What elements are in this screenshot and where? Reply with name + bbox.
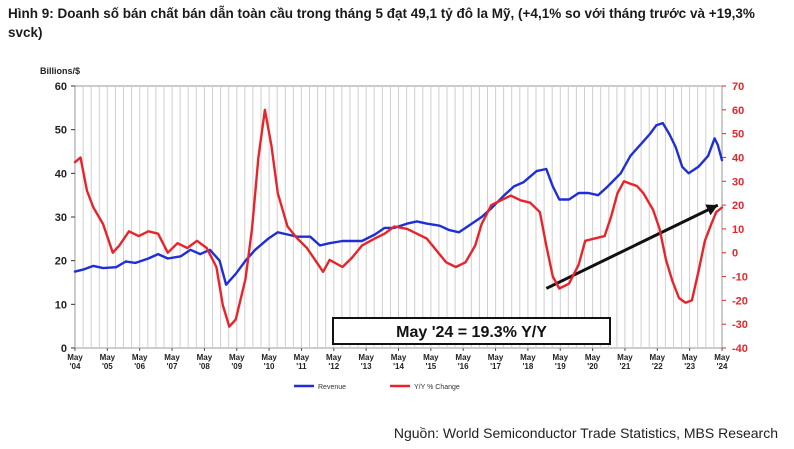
x-tick-label-month: May [100,353,116,362]
x-tick-label-month: May [326,353,342,362]
right-tick-label: 20 [732,200,744,212]
left-tick-label: 30 [55,212,67,224]
right-tick-label: -30 [732,319,748,331]
caption-lead: Hình 9: [8,6,54,21]
x-tick-label-year: '05 [102,362,113,371]
vertical-gridlines [82,86,715,348]
x-tick-label-year: '24 [717,362,728,371]
x-tick-label-year: '11 [296,362,307,371]
x-tick-label-year: '10 [264,362,275,371]
x-tick-label-month: May [164,353,180,362]
right-tick-label: 60 [732,105,744,117]
left-tick-label: 40 [55,168,67,180]
x-tick-label-year: '20 [587,362,598,371]
x-tick-label-month: May [294,353,310,362]
left-tick-label: 50 [55,125,67,137]
right-tick-label: -10 [732,272,748,284]
semiconductor-sales-chart: 0 10 20 30 40 50 60 Billions/$ -40 -30 -20 -10 0 10 20… [40,66,748,391]
x-tick-label-year: '15 [425,362,436,371]
x-tick-label-year: '04 [70,362,81,371]
right-tick-label: 30 [732,176,744,188]
x-tick-label-month: May [358,353,374,362]
source-note: Nguồn: World Semiconductor Trade Statist… [393,425,778,441]
caption-text: Doanh số bán chất bán dẫn toàn cầu trong… [8,6,755,40]
left-tick-label: 0 [61,343,67,355]
revenue-series-line [73,121,724,286]
trend-arrow-head [705,204,718,216]
right-tick-label: 0 [732,248,738,260]
figure-caption: Hình 9: Doanh số bán chất bán dẫn toàn c… [8,4,784,42]
left-tick-label: 10 [55,299,67,311]
yoy-change-series-line [73,108,724,328]
annotation-box [332,317,611,345]
x-tick-label-month: May [585,353,601,362]
right-tick-label: 10 [732,224,744,236]
x-tick-label-month: May [67,353,83,362]
x-tick-label-year: '22 [652,362,663,371]
x-tick-label-month: May [423,353,439,362]
x-tick-label-month: May [391,353,407,362]
x-tick-label-month: May [617,353,633,362]
left-tick-label: 60 [55,81,67,93]
x-tick-label-year: '19 [555,362,566,371]
x-tick-label-year: '16 [458,362,469,371]
x-tick-label-year: '09 [231,362,242,371]
right-tick-label: -20 [732,295,748,307]
left-tick-label: 20 [55,256,67,268]
x-tick-label-month: May [552,353,568,362]
x-tick-label-year: '18 [522,362,533,371]
x-tick-label-year: '13 [361,362,372,371]
annotation-text: May '24 = 19.3% Y/Y [396,324,547,341]
x-tick-label-month: May [229,353,245,362]
x-tick-label-year: '06 [134,362,145,371]
x-tick-label-month: May [488,353,504,362]
right-tick-label: -40 [732,343,748,355]
right-tick-label: 50 [732,129,744,141]
x-tick-label-year: '14 [393,362,404,371]
x-tick-label-month: May [682,353,698,362]
x-tick-label-year: '21 [620,362,631,371]
x-tick-label-year: '12 [328,362,339,371]
legend-label-yoy: Y/Y % Change [414,384,460,391]
x-tick-label-year: '07 [167,362,178,371]
left-axis-label: Billions/$ [40,66,80,76]
x-tick-label-month: May [520,353,536,362]
legend-label-revenue: Revenue [318,384,346,391]
x-tick-label-month: May [261,353,277,362]
x-tick-label-month: May [132,353,148,362]
right-tick-label: 40 [732,152,744,164]
x-tick-label-year: '23 [684,362,695,371]
x-tick-label-month: May [455,353,471,362]
x-tick-label-year: '17 [490,362,501,371]
x-tick-label-year: '08 [199,362,210,371]
x-tick-label-month: May [650,353,666,362]
x-tick-label-month: May [714,353,730,362]
right-tick-label: 70 [732,81,744,93]
x-tick-label-month: May [197,353,213,362]
